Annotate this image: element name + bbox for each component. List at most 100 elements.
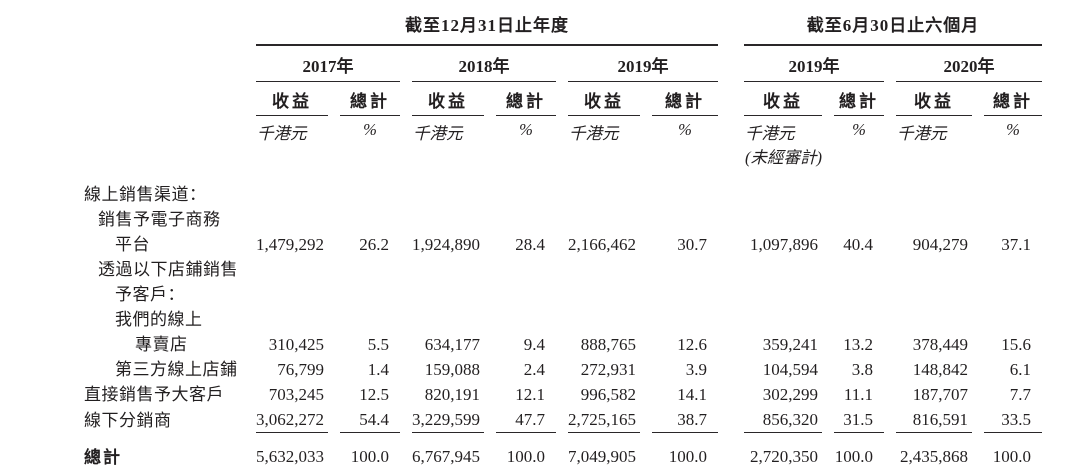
cell-value: 856,320: [744, 407, 822, 433]
cell-value: 1,479,292: [256, 235, 324, 254]
cell-value: 3.9: [685, 360, 707, 379]
cell-value: 378,449: [912, 335, 968, 354]
cell-value: 1,097,896: [750, 235, 818, 254]
unit-percent: %: [1006, 120, 1020, 139]
total-header: 總計: [984, 82, 1042, 116]
row-label-offline-distributors: 線下分銷商: [84, 411, 172, 430]
cell-value: 12.6: [677, 335, 707, 354]
period-interim-title: 截至6月30日止六個月: [744, 6, 1042, 46]
revenue-header: 收益: [412, 82, 484, 116]
cell-value: 7.7: [1009, 385, 1031, 404]
table-row: 專賣店 310,425 5.5 634,177 9.4 888,765 12.6…: [84, 332, 1042, 357]
revenue-by-channel-table: 截至12月31日止年度 截至6月30日止六個月 2017年 2018年 2019…: [72, 6, 1054, 466]
unit-percent: %: [678, 120, 692, 139]
total-header: 總計: [834, 82, 884, 116]
row-label-our-online: 我們的線上: [115, 310, 203, 329]
table-row: 我們的線上: [84, 307, 1042, 332]
table-row: 平台 1,479,292 26.2 1,924,890 28.4 2,166,4…: [84, 232, 1042, 257]
cell-value: 30.7: [677, 235, 707, 254]
cell-value: 703,245: [268, 385, 324, 404]
cell-value: 26.2: [359, 235, 389, 254]
unit-hkd-thousand: 千港元: [569, 124, 619, 143]
cell-value: 100.0: [652, 433, 718, 466]
cell-value: 820,191: [424, 385, 480, 404]
unit-hkd-thousand: 千港元: [257, 124, 307, 143]
cell-value: 104,594: [762, 360, 818, 379]
row-label-online-channels: 線上銷售渠道：: [84, 185, 207, 204]
unit-hkd-thousand: 千港元: [413, 124, 463, 143]
total-header: 總計: [496, 82, 556, 116]
cell-value: 187,707: [912, 385, 968, 404]
cell-value: 2,725,165: [568, 407, 640, 433]
table-row: 線上銷售渠道：: [84, 182, 1042, 207]
revenue-header: 收益: [568, 82, 640, 116]
cell-value: 9.4: [523, 335, 545, 354]
cell-value: 816,591: [896, 407, 972, 433]
cell-value: 634,177: [424, 335, 480, 354]
cell-value: 33.5: [984, 407, 1042, 433]
measure-header-row: 收益 總計 收益 總計 收益 總計 收益 總計 收益 總計: [84, 82, 1042, 116]
year-2017: 2017年: [256, 46, 400, 82]
row-label-ecommerce-sales: 銷售予電子商務: [98, 210, 221, 229]
row-label-direct-key-accounts: 直接銷售予大客戶: [84, 385, 224, 404]
unaudited-note: (未經審計): [745, 148, 822, 167]
row-label-total: 總計: [84, 448, 122, 466]
table-row: 線下分銷商 3,062,272 54.4 3,229,599 47.7 2,72…: [84, 407, 1042, 433]
table-row: 予客戶：: [84, 282, 1042, 307]
cell-value: 100.0: [834, 433, 884, 466]
table-row: 銷售予電子商務: [84, 207, 1042, 232]
year-2018: 2018年: [412, 46, 556, 82]
cell-value: 100.0: [340, 433, 400, 466]
unit-hkd-thousand: 千港元: [745, 124, 795, 143]
cell-value: 13.2: [843, 335, 873, 354]
cell-value: 5,632,033: [256, 433, 328, 466]
cell-value: 28.4: [515, 235, 545, 254]
year-header-row: 2017年 2018年 2019年 2019年 2020年: [84, 46, 1042, 82]
cell-value: 3.8: [851, 360, 873, 379]
cell-value: 37.1: [1001, 235, 1031, 254]
cell-value: 6,767,945: [412, 433, 484, 466]
cell-value: 2,435,868: [896, 433, 972, 466]
period-annual-title: 截至12月31日止年度: [256, 6, 718, 46]
row-label-to-customers: 予客戶：: [115, 285, 185, 304]
revenue-header: 收益: [896, 82, 972, 116]
cell-value: 996,582: [580, 385, 636, 404]
unit-percent: %: [363, 120, 377, 139]
unit-percent: %: [852, 120, 866, 139]
cell-value: 1,924,890: [412, 235, 480, 254]
cell-value: 7,049,905: [568, 433, 640, 466]
revenue-header: 收益: [256, 82, 328, 116]
cell-value: 904,279: [912, 235, 968, 254]
cell-value: 2,166,462: [568, 235, 636, 254]
cell-value: 3,229,599: [412, 407, 484, 433]
cell-value: 76,799: [277, 360, 324, 379]
cell-value: 6.1: [1009, 360, 1031, 379]
revenue-header: 收益: [744, 82, 822, 116]
total-header: 總計: [340, 82, 400, 116]
cell-value: 159,088: [424, 360, 480, 379]
cell-value: 2.4: [523, 360, 545, 379]
cell-value: 100.0: [984, 433, 1042, 466]
cell-value: 5.5: [367, 335, 389, 354]
cell-value: 100.0: [496, 433, 556, 466]
cell-value: 2,720,350: [744, 433, 822, 466]
cell-value: 31.5: [834, 407, 884, 433]
table-row: 直接銷售予大客戶 703,245 12.5 820,191 12.1 996,5…: [84, 382, 1042, 407]
cell-value: 3,062,272: [256, 407, 328, 433]
cell-value: 12.5: [359, 385, 389, 404]
table-container: 截至12月31日止年度 截至6月30日止六個月 2017年 2018年 2019…: [72, 6, 1054, 466]
cell-value: 359,241: [762, 335, 818, 354]
cell-value: 12.1: [515, 385, 545, 404]
year-2019: 2019年: [568, 46, 718, 82]
cell-value: 1.4: [367, 360, 389, 379]
units-row: 千港元 % 千港元 % 千港元 % 千港元 (未經審計) % 千港元 %: [84, 116, 1042, 182]
unit-hkd-thousand-unaudited: 千港元 (未經審計): [744, 116, 822, 182]
cell-value: 40.4: [843, 235, 873, 254]
row-label-flagship-stores: 專賣店: [135, 335, 188, 354]
cell-value: 310,425: [268, 335, 324, 354]
cell-value: 15.6: [1001, 335, 1031, 354]
unit-hkd-thousand: 千港元: [897, 124, 947, 143]
table-row: 透過以下店鋪銷售: [84, 257, 1042, 282]
row-label-through-stores: 透過以下店鋪銷售: [98, 260, 238, 279]
